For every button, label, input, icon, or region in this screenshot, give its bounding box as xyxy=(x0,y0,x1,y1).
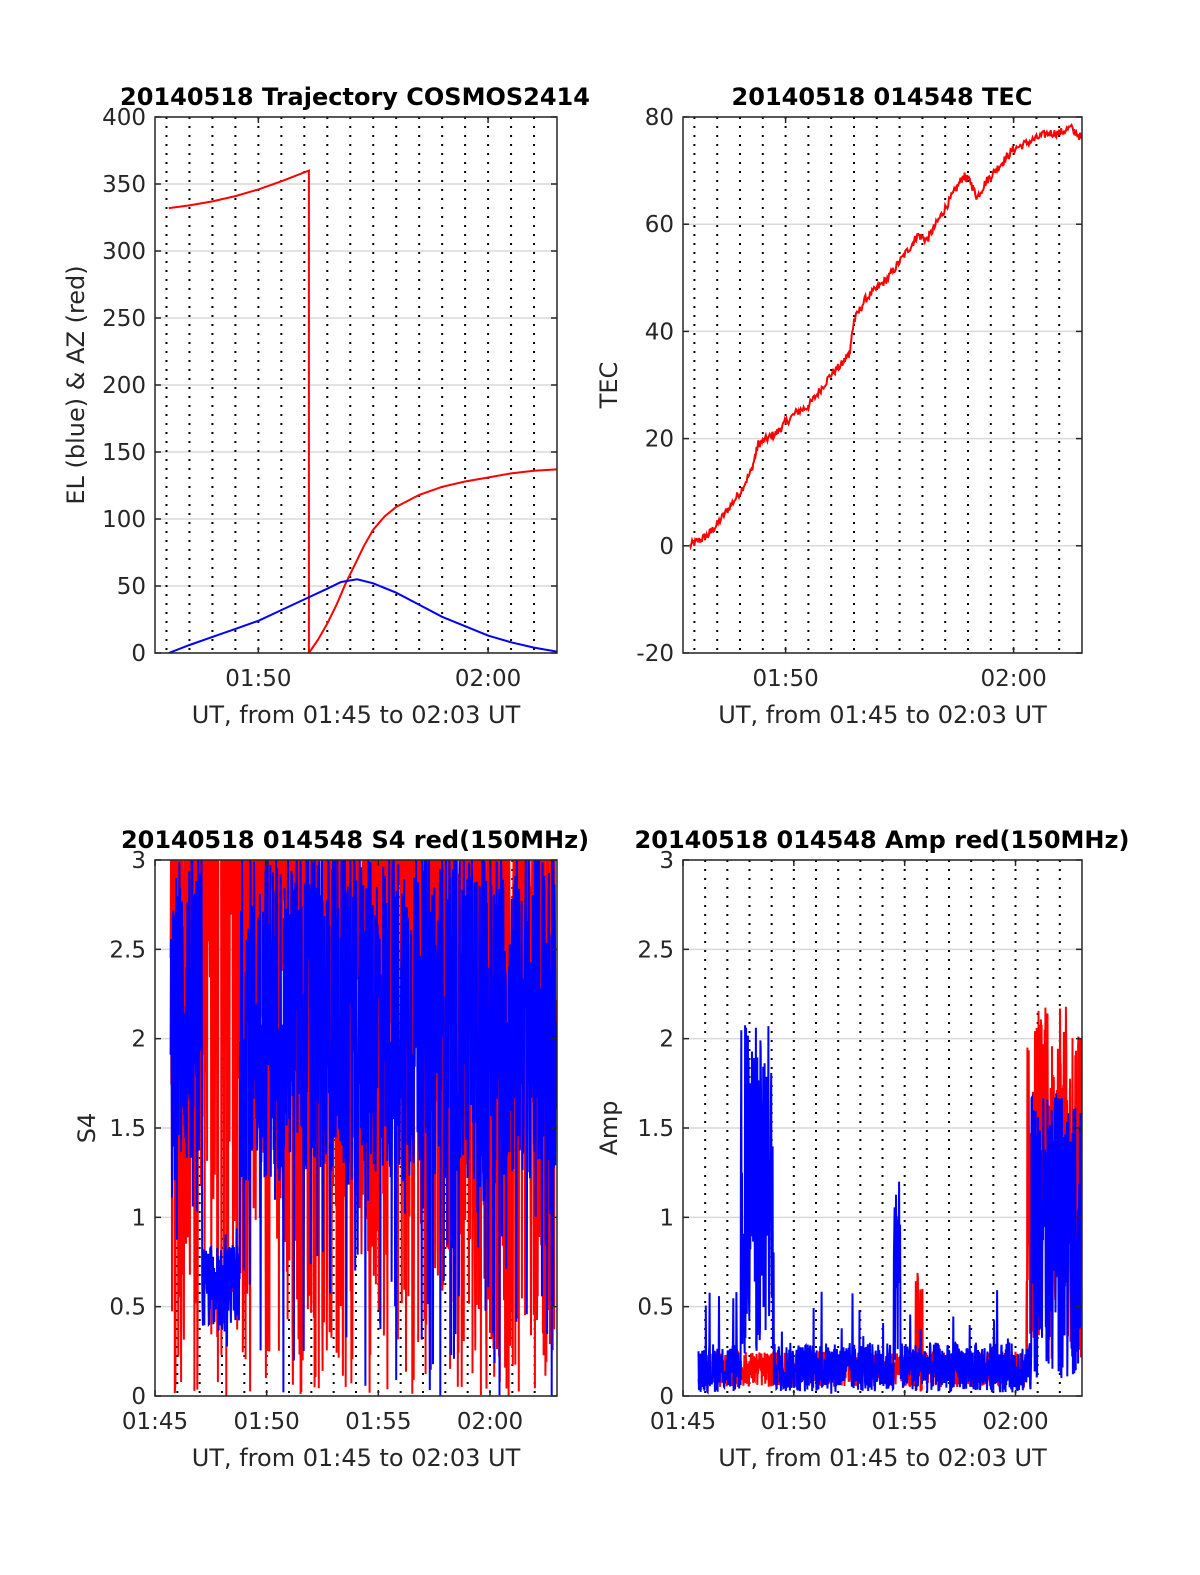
y-tick-label: 2.5 xyxy=(637,937,674,963)
x-tick-label: 02:00 xyxy=(455,666,521,692)
data-layer xyxy=(168,169,557,653)
chart-panel-2: -20 0 20 40 60 80 01:50 02:00 20140518 014548 TE… xyxy=(595,83,1083,729)
y-tick-label: 0 xyxy=(131,1384,146,1410)
y-tick-label: 250 xyxy=(102,306,146,332)
x-axis-label: UT, from 01:45 to 02:03 UT xyxy=(718,1444,1047,1472)
y-tick-label: 40 xyxy=(645,319,674,345)
y-tick-label: 60 xyxy=(645,212,674,238)
plot-area xyxy=(683,117,1082,653)
x-tick-label: 02:00 xyxy=(982,1409,1048,1435)
x-axis-label: UT, from 01:45 to 02:03 UT xyxy=(192,701,521,729)
series-line-1 xyxy=(688,122,1082,551)
x-tick-label: 01:45 xyxy=(122,1409,188,1435)
x-tick-label: 02:00 xyxy=(457,1409,523,1435)
y-tick-label: -20 xyxy=(636,641,674,667)
y-tick-label: 80 xyxy=(645,105,674,131)
chart-panel-1: 0 50 100 150 200 250 300 350 400 01:50 02:00 201405… xyxy=(62,83,590,729)
data-layer xyxy=(169,860,557,1396)
axes-box xyxy=(682,116,1083,654)
x-tick-label: 01:50 xyxy=(234,1409,300,1435)
chart-title: 20140518 014548 S4 red(150MHz) xyxy=(121,826,589,854)
chart-title: 20140518 014548 Amp red(150MHz) xyxy=(635,826,1130,854)
y-tick-label: 1.5 xyxy=(109,1116,146,1142)
series-line-2 xyxy=(168,578,557,653)
x-tick-label: 01:50 xyxy=(225,666,291,692)
y-tick-label: 1 xyxy=(659,1205,674,1231)
series-line-2 xyxy=(697,1025,1082,1395)
y-tick-label: 0 xyxy=(659,534,674,560)
y-tick-label: 300 xyxy=(102,239,146,265)
series-line-1 xyxy=(168,169,557,653)
x-tick-label: 02:00 xyxy=(980,666,1046,692)
y-tick-label: 2 xyxy=(659,1027,674,1053)
y-tick-label: 400 xyxy=(102,105,146,131)
y-tick-label: 1.5 xyxy=(637,1116,674,1142)
y-tick-label: 3 xyxy=(131,848,146,874)
x-tick-label: 01:55 xyxy=(345,1409,411,1435)
y-tick-label: 200 xyxy=(102,373,146,399)
y-tick-label: 3 xyxy=(659,848,674,874)
y-axis-label: TEC xyxy=(595,362,623,410)
data-layer xyxy=(688,122,1082,551)
x-tick-label: 01:50 xyxy=(752,666,818,692)
y-tick-label: 0.5 xyxy=(109,1295,146,1321)
y-tick-label: 50 xyxy=(117,574,146,600)
chart-title: 20140518 014548 TEC xyxy=(732,83,1033,111)
y-tick-label: 0.5 xyxy=(637,1295,674,1321)
chart-title: 20140518 Trajectory COSMOS2414 xyxy=(120,83,590,111)
y-axis-label: S4 xyxy=(73,1113,101,1144)
y-tick-label: 1 xyxy=(131,1205,146,1231)
y-tick-label: 0 xyxy=(131,641,146,667)
y-axis-label: Amp xyxy=(595,1100,623,1155)
chart-panel-3: 0 0.5 1 1.5 2 2.5 3 01:45 01:50 01:55 02:00 2014051… xyxy=(73,826,589,1472)
x-axis-label: UT, from 01:45 to 02:03 UT xyxy=(718,701,1047,729)
data-layer xyxy=(697,1006,1082,1395)
y-tick-label: 350 xyxy=(102,172,146,198)
y-tick-label: 2 xyxy=(131,1027,146,1053)
series-line-2 xyxy=(169,860,557,1396)
x-tick-label: 01:45 xyxy=(650,1409,716,1435)
x-tick-label: 01:50 xyxy=(761,1409,827,1435)
y-tick-label: 20 xyxy=(645,427,674,453)
x-tick-label: 01:55 xyxy=(872,1409,938,1435)
chart-panel-4: 0 0.5 1 1.5 2 2.5 3 01:45 01:50 01:55 02:00 2014051… xyxy=(595,826,1129,1472)
x-axis-label: UT, from 01:45 to 02:03 UT xyxy=(192,1444,521,1472)
y-axis-label: EL (blue) & AZ (red) xyxy=(62,265,90,504)
y-tick-label: 2.5 xyxy=(109,937,146,963)
y-tick-label: 0 xyxy=(659,1384,674,1410)
y-tick-label: 100 xyxy=(102,507,146,533)
y-tick-label: 150 xyxy=(102,440,146,466)
